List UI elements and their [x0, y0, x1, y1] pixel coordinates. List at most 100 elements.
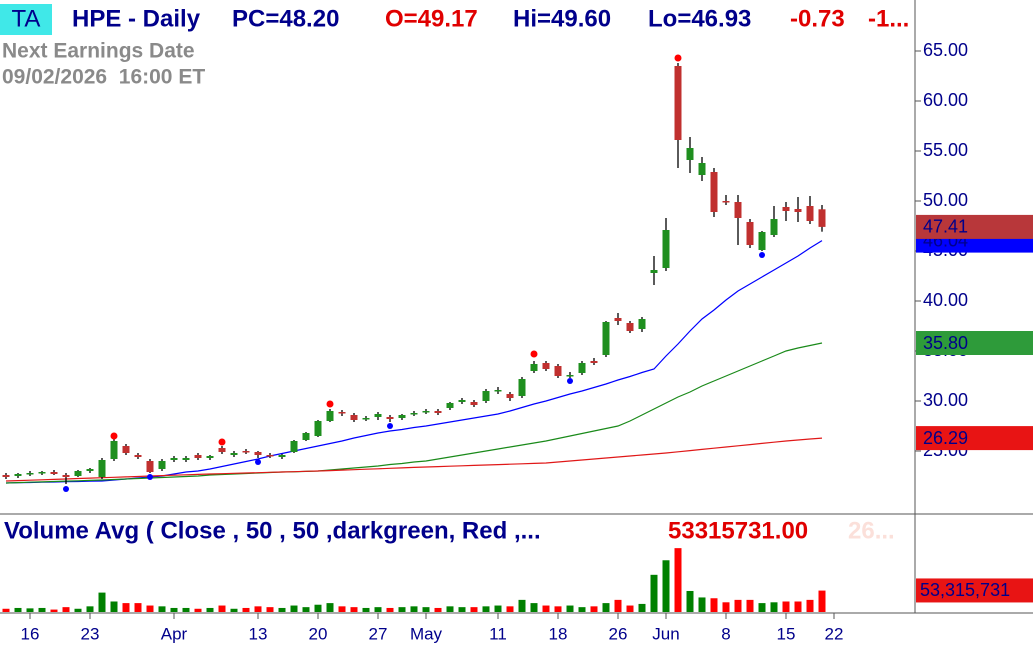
candle-body — [806, 206, 814, 221]
header-stat: Hi=49.60 — [513, 5, 611, 32]
header-stat: Lo=46.93 — [648, 5, 751, 32]
volume-bar — [554, 606, 562, 612]
candle-body — [626, 323, 634, 331]
volume-bar — [686, 590, 694, 612]
volume-bar — [86, 606, 94, 612]
y-tick-label: 50.00 — [923, 190, 968, 210]
volume-bar — [242, 607, 250, 612]
value-flag — [916, 426, 1033, 451]
badge-box — [0, 4, 52, 35]
value-flag-label: 35.80 — [923, 333, 968, 353]
x-tick-label: 22 — [825, 624, 844, 643]
volume-bar — [458, 607, 466, 612]
candle-body — [650, 270, 658, 273]
volume-bar — [74, 608, 82, 612]
volume-bar — [770, 602, 778, 612]
x-tick-label: Apr — [161, 624, 188, 643]
candle-body — [170, 458, 178, 460]
candle-body — [338, 412, 346, 414]
volume-bar — [434, 607, 442, 612]
header-stat: -0.73 — [790, 5, 845, 32]
volume-bar — [302, 607, 310, 612]
candle-body — [206, 456, 214, 458]
candle-body — [602, 322, 610, 355]
y-tick-label: 30.00 — [923, 390, 968, 410]
volume-title: Volume Avg ( Close , 50 , 50 ,darkgreen,… — [4, 517, 541, 544]
volume-bar — [122, 603, 130, 612]
candle-body — [422, 411, 430, 413]
candle-body — [794, 209, 802, 212]
volume-bar — [290, 605, 298, 612]
candle-body — [758, 232, 766, 250]
x-tick-label: 20 — [309, 624, 328, 643]
value-flag — [916, 214, 1033, 239]
candle-body — [686, 148, 694, 160]
volume-bar — [422, 607, 430, 612]
pivot-low-dot — [759, 252, 765, 258]
candle-body — [350, 415, 358, 420]
candle-body — [362, 418, 370, 420]
candle-body — [470, 402, 478, 405]
volume-bar — [182, 607, 190, 612]
y-tick-label: 60.00 — [923, 90, 968, 110]
candle-body — [482, 391, 490, 401]
value-flag-label: 47.41 — [923, 217, 968, 237]
volume-bar — [722, 602, 730, 612]
value-flag — [916, 331, 1033, 355]
header-stat: O=49.17 — [385, 5, 478, 32]
badge: TA — [12, 5, 41, 32]
volume-bar — [578, 607, 586, 612]
volume-bar — [2, 608, 10, 612]
candle-body — [122, 446, 130, 453]
candle-body — [662, 230, 670, 268]
candle-body — [746, 222, 754, 245]
candle-body — [2, 475, 10, 477]
candle-body — [62, 475, 70, 477]
candle-body — [290, 441, 298, 452]
candle-body — [818, 209, 826, 227]
volume-bar — [254, 606, 262, 612]
volume-bar — [62, 607, 70, 612]
candle-body — [218, 448, 226, 452]
x-tick-label: May — [410, 624, 443, 643]
candle-body — [74, 471, 82, 476]
volume-bar — [758, 603, 766, 612]
candle-body — [518, 379, 526, 396]
candle-body — [98, 460, 106, 477]
candle-body — [194, 455, 202, 458]
x-tick-label: 27 — [369, 624, 388, 643]
x-tick-label: 18 — [549, 624, 568, 643]
volume-bar — [158, 606, 166, 612]
volume-bar — [170, 607, 178, 612]
candle-body — [722, 201, 730, 203]
candle-body — [110, 441, 118, 459]
volume-bar — [410, 606, 418, 612]
volume-bar — [338, 606, 346, 612]
earnings-date: 09/02/2026 16:00 ET — [2, 66, 205, 89]
candle-body — [302, 433, 310, 440]
pivot-high-dot — [530, 350, 538, 358]
candle-body — [386, 417, 394, 419]
candle-body — [578, 363, 586, 373]
earnings-label: Next Earnings Date — [2, 40, 195, 63]
candle-body — [50, 472, 58, 474]
volume-faded-value: 26... — [848, 517, 895, 544]
volume-bar — [26, 608, 34, 612]
candle-body — [14, 474, 22, 476]
candle-body — [134, 455, 142, 457]
volume-bar — [194, 608, 202, 612]
candle-body — [494, 390, 502, 392]
pivot-high-dot — [326, 400, 334, 408]
volume-bar — [674, 548, 682, 612]
volume-bar — [134, 603, 142, 612]
volume-bar — [278, 607, 286, 612]
pivot-high-dot — [110, 432, 118, 440]
candle-body — [146, 461, 154, 472]
volume-bar — [530, 603, 538, 612]
volume-value: 53315731.00 — [668, 517, 808, 544]
candle-body — [278, 455, 286, 457]
x-tick-label: Jun — [652, 624, 679, 643]
x-tick-label: 11 — [489, 624, 507, 643]
